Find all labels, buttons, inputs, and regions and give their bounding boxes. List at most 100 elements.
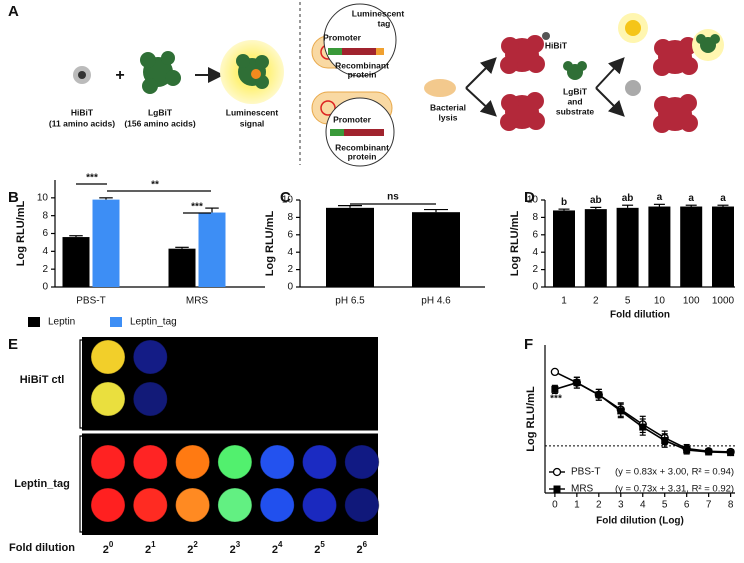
y-tick-label: 2 (287, 264, 293, 275)
series-line (554, 371, 731, 453)
significance: ** (151, 180, 159, 191)
x-tick-label: 5 (625, 296, 631, 307)
bar (616, 207, 639, 287)
dilution-label: 21 (145, 540, 156, 556)
lgbit-icon (696, 34, 720, 53)
legend-label: Leptin (48, 317, 75, 328)
protein-segment (344, 129, 384, 136)
group-label: a (688, 193, 694, 204)
label: HiBiT (545, 40, 568, 50)
well (132, 339, 168, 375)
label: and (567, 96, 582, 106)
panel-label: A (8, 3, 19, 20)
group-label: HiBiT ctl (20, 374, 65, 386)
protein-cluster (500, 35, 545, 74)
label: (156 amino acids) (124, 118, 196, 128)
magnifier (323, 3, 397, 77)
arrow (465, 57, 497, 89)
label: LgBiT (148, 107, 173, 117)
label: Recombinant (335, 60, 389, 70)
dilution-exponent: 2 (193, 540, 198, 549)
y-tick-label: 10 (527, 195, 539, 206)
dilution-base: 2 (357, 544, 363, 556)
x-axis-label: Fold dilution (610, 310, 670, 321)
y-axis-label: Log RLU/mL (15, 201, 27, 267)
hibit-icon (78, 71, 86, 79)
well (302, 487, 337, 523)
group-label: ab (622, 193, 634, 204)
dilution-label: 23 (230, 540, 241, 556)
x-tick-label: 4 (640, 500, 646, 511)
panel-label: D (524, 189, 535, 206)
data-point (683, 446, 691, 454)
y-tick-label: 4 (532, 247, 538, 258)
label: Bacterial (430, 102, 466, 112)
y-tick-label: 0 (287, 282, 293, 293)
significance: *** (191, 202, 203, 213)
panel-label: F (524, 336, 533, 353)
legend-label: PBS-T (571, 467, 600, 478)
x-tick-label: pH 6.5 (335, 296, 365, 307)
y-tick-label: 8 (287, 212, 293, 223)
label: Promoter (333, 114, 371, 124)
x-tick-label: 7 (706, 500, 712, 511)
panel-label: C (280, 189, 291, 206)
panel-label: B (8, 189, 19, 206)
x-tick-label: 1 (574, 500, 580, 511)
well (217, 487, 253, 523)
label: LgBiT (563, 86, 588, 96)
well (302, 444, 337, 480)
complex-icon (251, 69, 261, 79)
well (90, 339, 126, 375)
x-tick-label: 0 (552, 500, 558, 511)
dilution-exponent: 5 (320, 540, 325, 549)
promoter-segment (330, 129, 344, 136)
well (175, 487, 211, 523)
data-point (573, 379, 581, 387)
bar (680, 206, 703, 287)
lgbit-icon (563, 61, 587, 80)
bar (62, 237, 90, 287)
legend-equation: (y = 0.73x + 3.31, R² = 0.92) (615, 484, 734, 495)
y-axis-label: Log RLU/mL (525, 386, 537, 452)
x-tick-label: 6 (684, 500, 690, 511)
y-tick-label: 6 (287, 229, 293, 240)
dilution-exponent: 1 (151, 540, 156, 549)
bar (712, 206, 734, 287)
x-tick-label: 1000 (712, 296, 735, 307)
legend-marker (552, 467, 562, 477)
arrow (465, 87, 497, 117)
dilution-base: 2 (314, 544, 320, 556)
x-tick-label: 100 (683, 296, 700, 307)
group-label: a (657, 192, 663, 203)
bar (198, 212, 226, 287)
protein-segment (342, 48, 376, 55)
x-axis-label: Fold dilution (Log) (596, 516, 684, 527)
data-point (639, 423, 647, 431)
well (344, 444, 380, 480)
legend-swatch (110, 317, 122, 327)
legend-swatch (28, 317, 40, 327)
label: Luminescent (226, 107, 279, 117)
dilution-label: 25 (314, 540, 325, 556)
protein-cluster (500, 92, 545, 131)
well (344, 487, 380, 523)
label: (11 amino acids) (49, 118, 115, 128)
data-point (617, 407, 625, 415)
bar (553, 210, 575, 287)
data-point (550, 367, 560, 377)
label: Recombinant (335, 142, 389, 152)
dilution-exponent: 6 (363, 540, 368, 549)
x-axis-label: Fold dilution (9, 542, 75, 554)
panel-a: A HiBiT (11 amino acids) + LgBiT (156 am… (8, 2, 724, 167)
label: HiBiT (71, 107, 94, 117)
lysis-icon (424, 79, 456, 97)
data-point (661, 437, 669, 445)
legend-marker (553, 485, 561, 493)
legend-label: MRS (571, 484, 594, 495)
y-axis-label: Log RLU/mL (264, 211, 276, 277)
well (132, 444, 168, 480)
bracket (79, 339, 84, 533)
legend-label: Leptin_tag (130, 317, 177, 328)
plasmid (320, 100, 336, 116)
